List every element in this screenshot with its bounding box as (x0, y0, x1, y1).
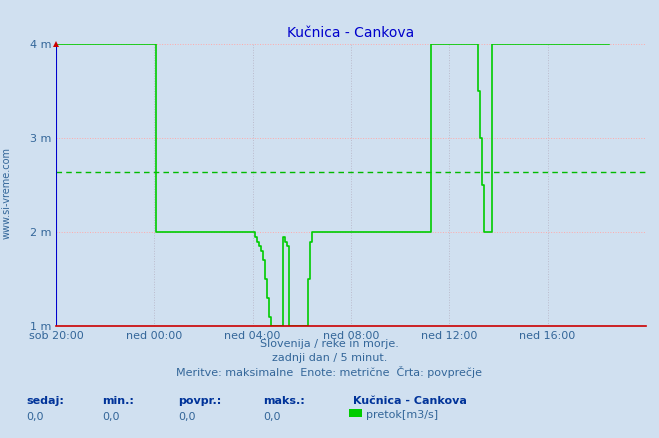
Text: Kučnica - Cankova: Kučnica - Cankova (353, 396, 467, 406)
Text: 0,0: 0,0 (102, 412, 120, 422)
Text: 0,0: 0,0 (26, 412, 44, 422)
Text: 0,0: 0,0 (178, 412, 196, 422)
Text: Slovenija / reke in morje.: Slovenija / reke in morje. (260, 339, 399, 350)
Text: zadnji dan / 5 minut.: zadnji dan / 5 minut. (272, 353, 387, 363)
Text: povpr.:: povpr.: (178, 396, 221, 406)
Text: min.:: min.: (102, 396, 134, 406)
Title: Kučnica - Cankova: Kučnica - Cankova (287, 26, 415, 40)
Text: www.si-vreme.com: www.si-vreme.com (1, 147, 12, 239)
Text: pretok[m3/s]: pretok[m3/s] (366, 410, 438, 420)
Text: 0,0: 0,0 (264, 412, 281, 422)
Text: maks.:: maks.: (264, 396, 305, 406)
Text: sedaj:: sedaj: (26, 396, 64, 406)
Text: Meritve: maksimalne  Enote: metrične  Črta: povprečje: Meritve: maksimalne Enote: metrične Črta… (177, 366, 482, 378)
